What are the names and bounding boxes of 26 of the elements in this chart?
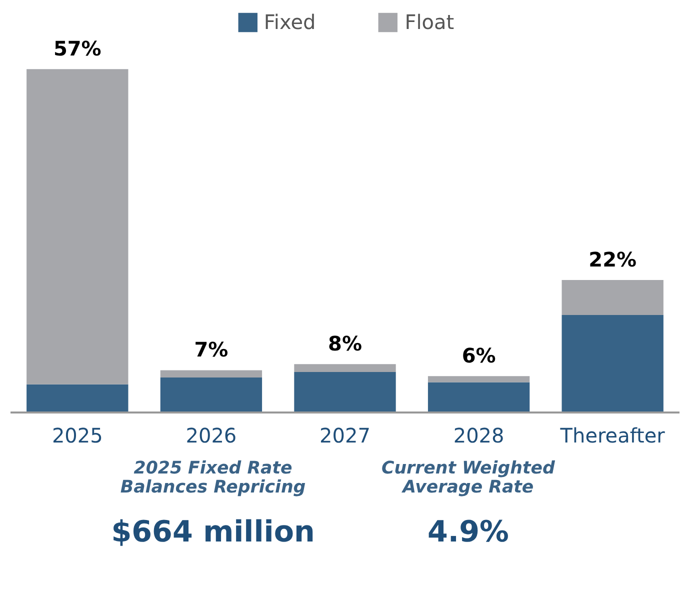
text: $664 million [111, 514, 315, 548]
annotation: 22% [588, 247, 637, 272]
text: 4.9% [428, 514, 509, 548]
bar [294, 372, 396, 412]
x-tick-label: 2025 [52, 424, 103, 448]
bar [26, 69, 128, 384]
annotation: 8% [328, 332, 362, 356]
text: 2025 Fixed Rate Balances Repricing [120, 458, 306, 498]
x-tick-label: 2026 [186, 424, 237, 448]
x-tick-label: 2028 [453, 424, 504, 448]
text: Current Weighted Average Rate [381, 458, 556, 498]
annotation: 7% [194, 338, 228, 362]
bar [428, 376, 530, 382]
x-tick-label: Thereafter [559, 424, 666, 448]
annotation: 6% [462, 344, 496, 368]
bar [160, 370, 262, 378]
bar [562, 280, 664, 315]
bar [160, 377, 262, 412]
x-tick-label: 2027 [320, 424, 370, 448]
bar [428, 382, 530, 412]
legend-label: Fixed [264, 10, 316, 34]
bar [26, 384, 128, 412]
legend-label: Float [404, 10, 454, 34]
bar [294, 364, 396, 372]
annotation: 57% [53, 36, 102, 61]
bar [562, 314, 664, 412]
